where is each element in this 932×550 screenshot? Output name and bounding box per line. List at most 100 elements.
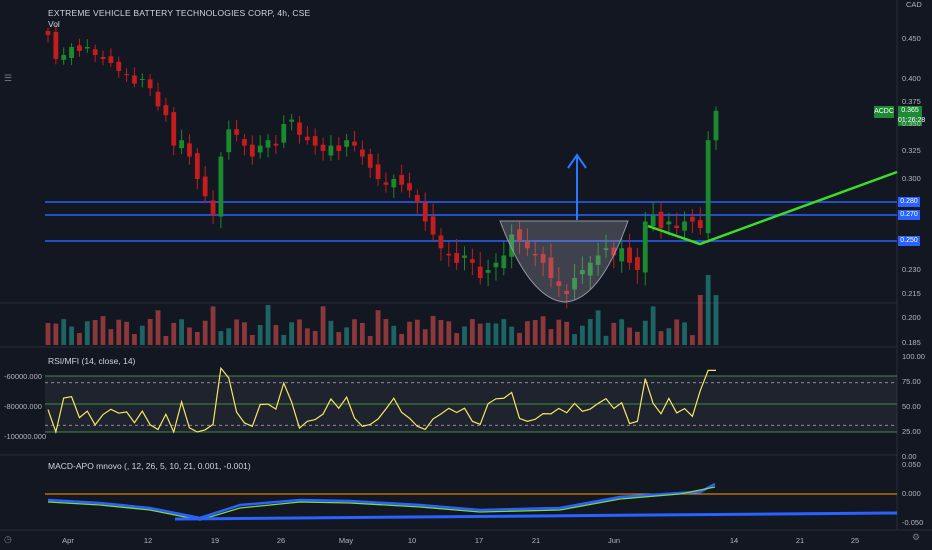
volume-bar — [446, 321, 452, 345]
candle — [611, 247, 617, 256]
level-label: 0.250 — [898, 236, 920, 246]
rsi-label[interactable]: RSI/MFI (14, close, 14) — [48, 356, 136, 366]
candle — [462, 255, 467, 258]
volume-bar — [171, 322, 177, 345]
candle — [147, 79, 153, 89]
candle — [210, 200, 216, 215]
candle — [265, 140, 271, 148]
volume-bar — [587, 319, 593, 345]
currency-label: CAD — [906, 0, 922, 9]
volume-bar — [548, 329, 554, 345]
volume-bar — [92, 320, 98, 345]
price-tick: 0.375 — [902, 97, 921, 106]
volume-bar — [249, 335, 255, 345]
candle — [297, 122, 302, 135]
macd-label[interactable]: MACD-APO mnovo (, 12, 26, 5, 10, 21, 0.0… — [48, 461, 251, 471]
macd-tick: 0.050 — [902, 460, 921, 469]
volume-bar — [469, 319, 475, 345]
volume-bar — [619, 319, 625, 345]
volume-bar — [627, 327, 632, 345]
price-tick: 0.350 — [902, 119, 921, 128]
time-tick: 14 — [729, 536, 739, 545]
gear-icon[interactable]: ⚙ — [912, 532, 921, 542]
macd-tick: -0.050 — [902, 518, 924, 527]
time-tick: 21 — [531, 536, 541, 545]
mfi-tick: -80000.000 — [4, 402, 42, 411]
volume-bar — [564, 321, 570, 345]
volume-bar — [108, 329, 114, 345]
candle — [163, 105, 169, 116]
candle — [697, 220, 703, 228]
candle — [45, 31, 51, 35]
candle — [257, 145, 263, 153]
arrow-head-icon — [567, 153, 587, 169]
candle — [359, 149, 365, 157]
time-tick: 25 — [850, 536, 860, 545]
mfi-tick: -60000.000 — [4, 372, 42, 381]
volume-bar — [297, 319, 302, 345]
candle — [627, 247, 632, 263]
volume-bar — [53, 323, 59, 345]
price-tick: 0.215 — [902, 289, 921, 298]
candle — [155, 91, 161, 107]
rsi-tick: 25.00 — [902, 427, 921, 436]
candle — [187, 143, 192, 157]
rsi-tick: 100.00 — [902, 352, 925, 361]
volume-bar — [359, 322, 365, 345]
candle — [438, 235, 444, 249]
candle — [218, 156, 224, 217]
candle — [61, 55, 67, 60]
volume-bar — [524, 321, 530, 345]
candle — [642, 221, 648, 273]
volume-bar — [705, 275, 711, 345]
candle — [422, 202, 428, 222]
candle — [454, 253, 460, 263]
volume-bar — [517, 332, 522, 345]
volume-bar — [84, 321, 90, 345]
volume-label: Vol — [48, 19, 60, 29]
volume-bar — [485, 322, 491, 345]
volume-bar — [572, 334, 577, 345]
volume-bar — [69, 326, 74, 345]
candle — [328, 145, 334, 156]
candle — [367, 154, 373, 168]
candle — [234, 129, 240, 135]
volume-bar — [139, 325, 145, 345]
volume-bar — [210, 306, 216, 345]
volume-bar — [422, 329, 428, 345]
volume-bar — [556, 319, 562, 345]
settings-icon[interactable]: ☰ — [4, 73, 13, 83]
volume-bar — [509, 326, 515, 345]
candle — [281, 124, 287, 143]
price-tick: 0.325 — [902, 146, 921, 155]
candle — [619, 248, 625, 262]
candle — [84, 47, 90, 49]
volume-bar — [234, 319, 240, 345]
candle — [595, 255, 601, 265]
candle — [124, 74, 129, 76]
candle — [116, 61, 122, 71]
candle — [69, 47, 74, 58]
timezone-icon[interactable]: ◷ — [4, 534, 12, 544]
candle — [273, 143, 279, 146]
level-label: 0.280 — [898, 197, 920, 207]
candle — [139, 79, 145, 80]
signal-line — [47, 486, 716, 521]
candle — [399, 175, 405, 185]
volume-bar — [265, 305, 271, 345]
candle — [501, 255, 507, 269]
volume-bar — [635, 331, 640, 345]
candle — [352, 141, 357, 146]
volume-bar — [391, 325, 397, 345]
candle — [304, 136, 310, 141]
rsi-line — [47, 366, 716, 435]
last-price: 0.365 — [901, 107, 919, 114]
macd-line — [47, 482, 716, 520]
candle — [391, 179, 397, 188]
mfi-tick: -100000.000 — [4, 432, 47, 441]
volume-bar — [273, 325, 279, 345]
volume-bar — [454, 333, 460, 345]
candle — [312, 136, 318, 146]
candle — [414, 194, 420, 202]
